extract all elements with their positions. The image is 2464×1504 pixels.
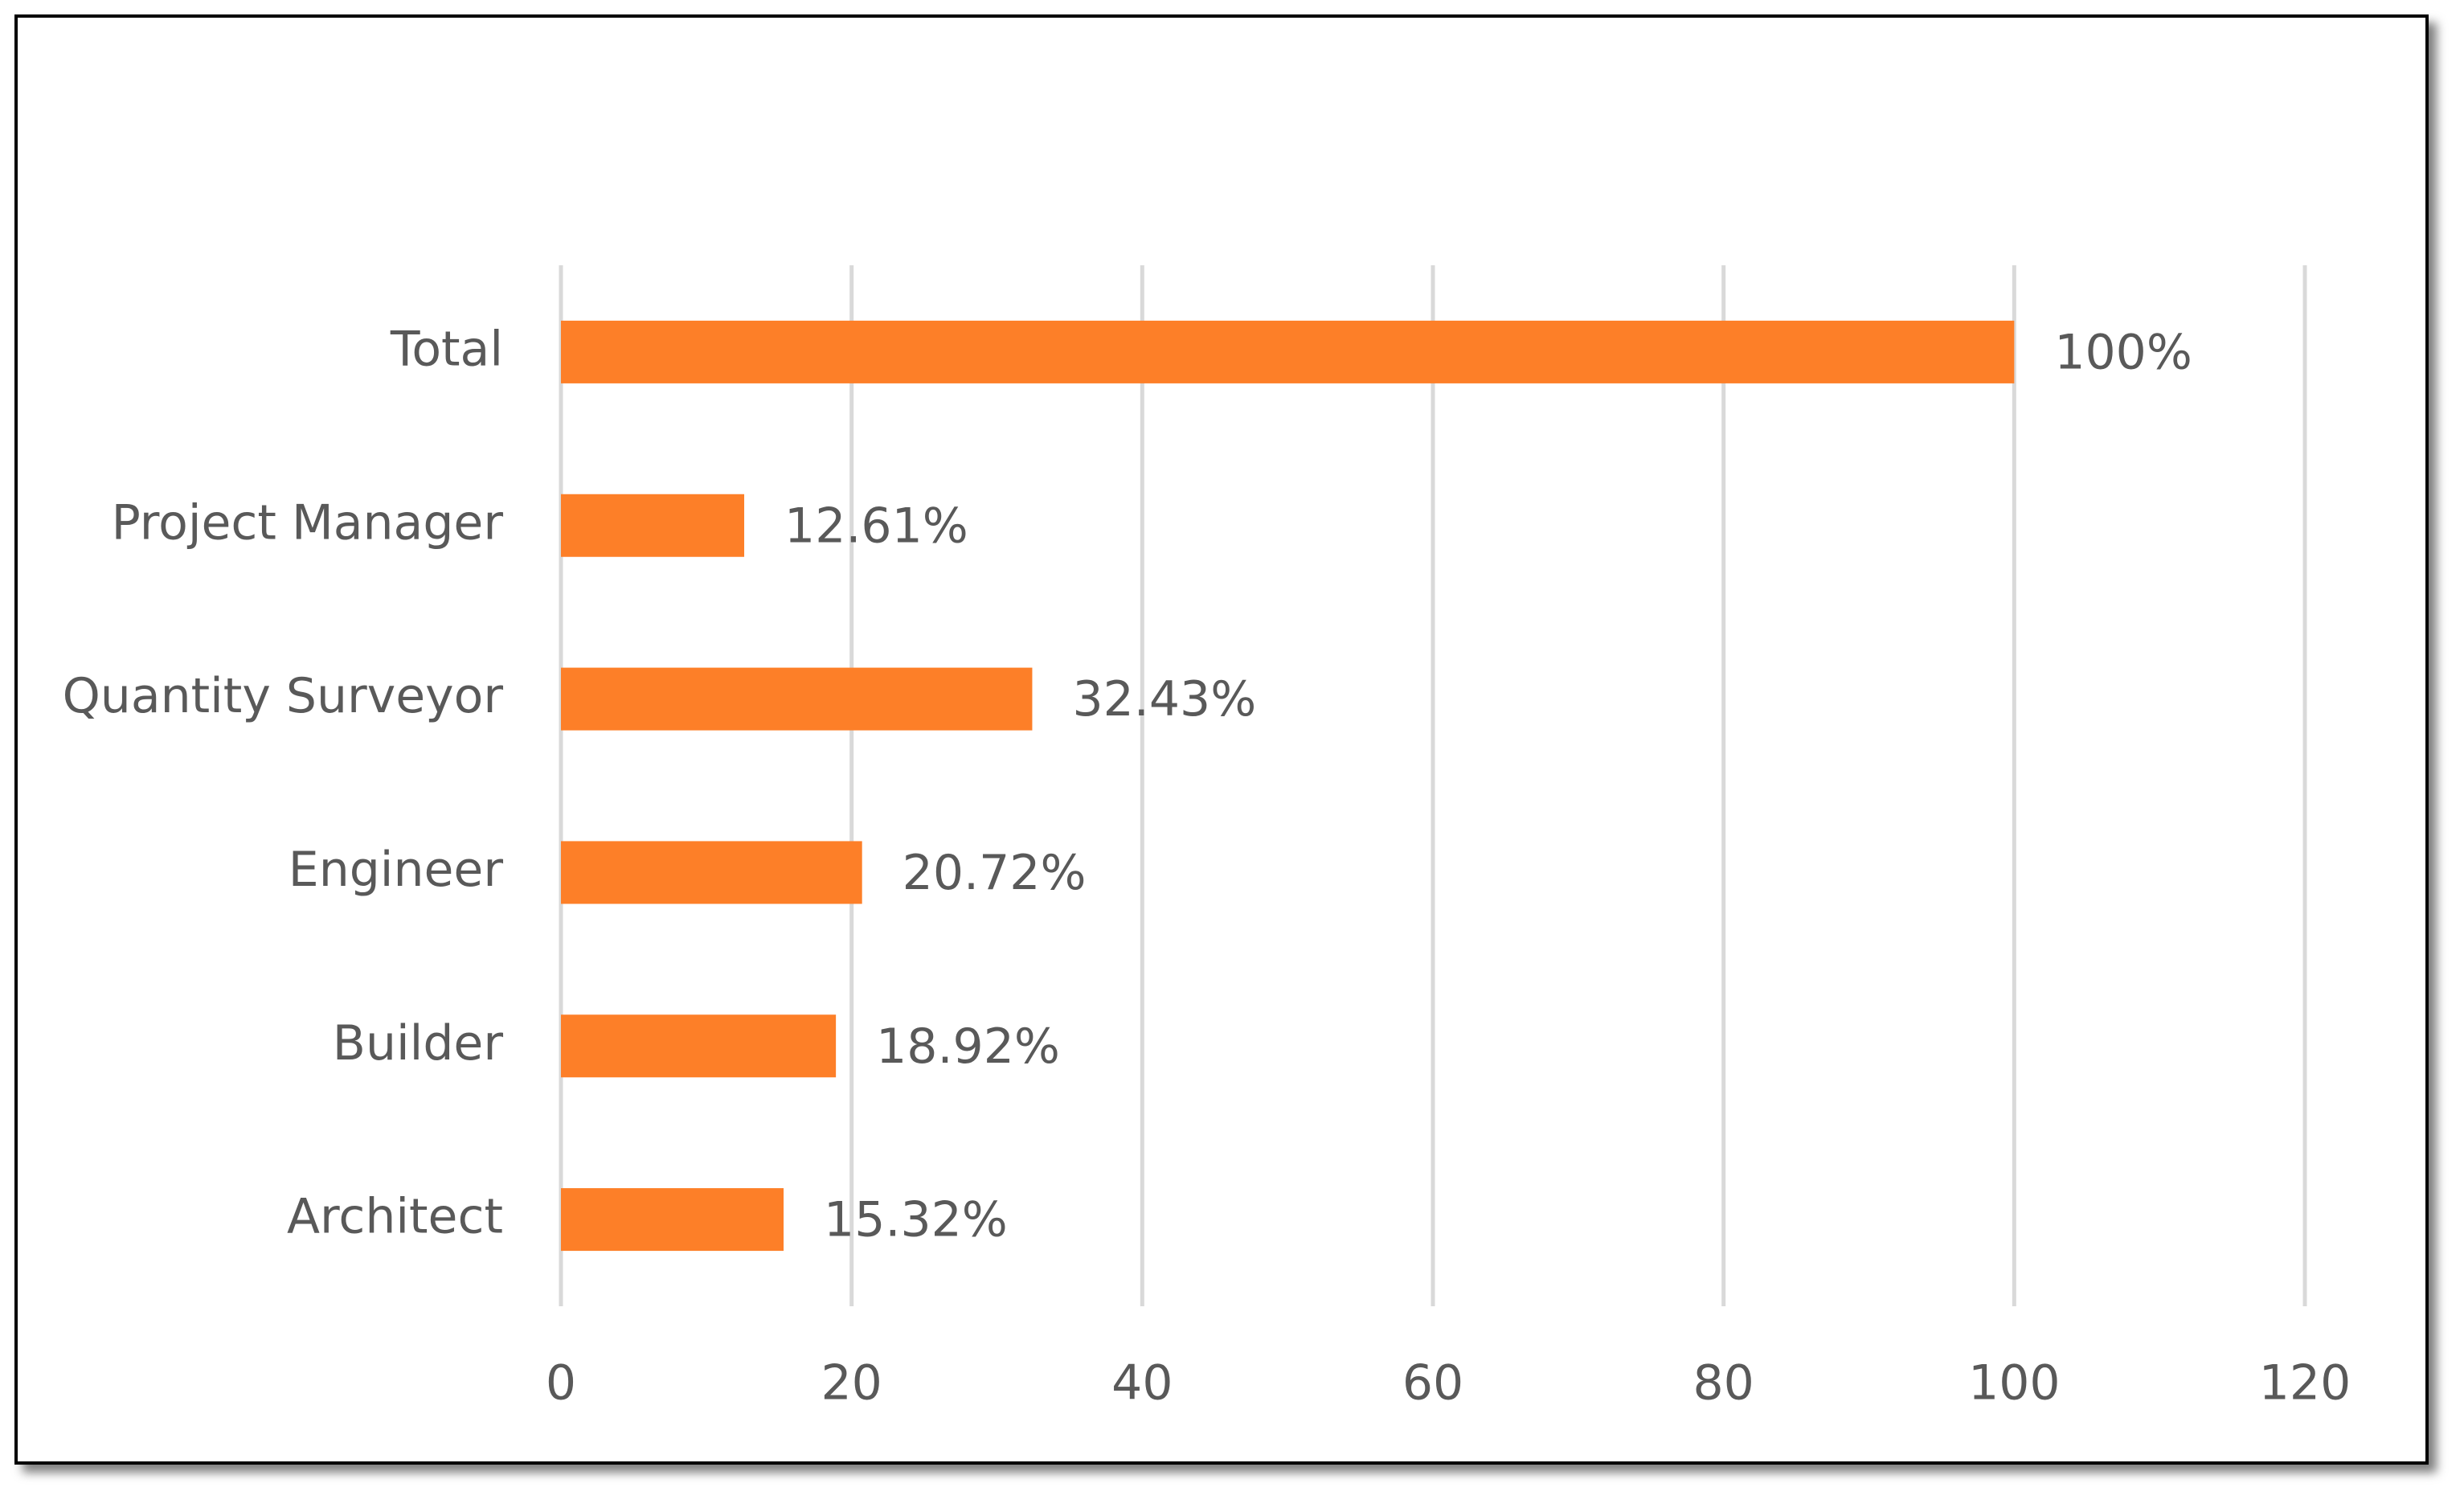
y-tick-label: Project Manager [112,494,504,551]
bar [561,841,862,904]
y-tick-label: Architect [287,1189,503,1245]
bar [561,320,2015,383]
y-tick-label: Total [390,322,503,378]
chart-frame [14,14,2429,1465]
bar [561,667,1033,731]
x-tick-label: 60 [1402,1355,1463,1412]
value-label: 18.92% [876,1018,1060,1075]
y-tick-label: Engineer [289,842,504,898]
value-label: 20.72% [903,845,1087,901]
x-tick-label: 80 [1692,1355,1754,1412]
value-label: 100% [2054,325,2192,381]
value-label: 32.43% [1072,671,1256,727]
x-tick-label: 120 [2259,1355,2351,1412]
x-tick-label: 0 [546,1355,576,1412]
y-tick-label: Builder [333,1015,504,1072]
value-label: 12.61% [784,498,968,554]
bar [561,1014,837,1078]
x-tick-label: 40 [1111,1355,1173,1412]
x-tick-label: 100 [1968,1355,2061,1412]
value-label: 15.32% [824,1192,1008,1248]
x-tick-label: 20 [821,1355,882,1412]
bar [561,1188,784,1252]
y-tick-label: Quantity Surveyor [63,668,504,724]
bar [561,494,745,557]
